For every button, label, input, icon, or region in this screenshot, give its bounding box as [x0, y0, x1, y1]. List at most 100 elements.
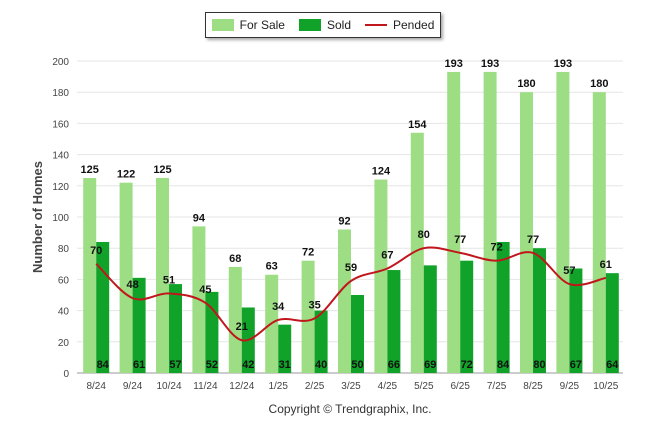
- data-label-for-sale: 193: [481, 58, 499, 70]
- data-label-pended: 77: [527, 234, 539, 246]
- bar-for-sale: [447, 71, 461, 374]
- bar-sold: [132, 277, 146, 373]
- bar-for-sale: [410, 132, 424, 373]
- bar-sold: [423, 265, 437, 373]
- x-tick-label: 1/25: [268, 381, 288, 392]
- data-label-pended: 80: [418, 229, 430, 241]
- legend-label-sold: Sold: [326, 18, 351, 32]
- data-label-sold: 67: [570, 359, 582, 371]
- bar-for-sale: [228, 266, 242, 373]
- legend-swatch-pended: [365, 24, 387, 26]
- data-label-pended: 51: [163, 274, 175, 286]
- bar-for-sale: [119, 182, 133, 373]
- data-label-sold: 66: [388, 359, 400, 371]
- data-label-pended: 67: [381, 249, 393, 261]
- data-label-sold: 42: [242, 359, 254, 371]
- bar-for-sale: [592, 92, 606, 373]
- bar-for-sale: [556, 71, 570, 374]
- legend-item-for-sale: For Sale: [211, 18, 285, 32]
- data-label-pended: 34: [272, 301, 285, 313]
- data-label-pended: 21: [236, 321, 248, 333]
- data-label-sold: 52: [206, 359, 218, 371]
- bar-sold: [569, 268, 583, 373]
- bar-sold: [314, 310, 328, 373]
- y-axis-label: Number of Homes: [30, 161, 45, 273]
- legend-swatch-for-sale: [211, 19, 234, 31]
- x-tick-label: 3/25: [341, 381, 361, 392]
- data-label-for-sale: 180: [590, 78, 608, 90]
- legend-label-for-sale: For Sale: [239, 18, 285, 32]
- legend-item-sold: Sold: [298, 18, 351, 32]
- legend: For Sale Sold Pended: [205, 12, 441, 38]
- y-tick-label: 120: [52, 182, 69, 193]
- data-label-for-sale: 180: [517, 78, 535, 90]
- data-label-sold: 64: [606, 359, 619, 371]
- bar-for-sale: [156, 178, 169, 373]
- bar-for-sale: [301, 260, 315, 373]
- legend-swatch-sold: [298, 19, 321, 31]
- data-label-sold: 80: [533, 359, 545, 371]
- bar-sold: [351, 295, 364, 373]
- y-tick-label: 0: [63, 369, 69, 380]
- data-label-for-sale: 125: [81, 164, 99, 176]
- x-tick-label: 11/24: [193, 381, 218, 392]
- x-tick-label: 8/24: [86, 381, 106, 392]
- data-label-sold: 84: [97, 359, 110, 371]
- data-label-for-sale: 122: [117, 169, 135, 181]
- data-label-pended: 57: [563, 265, 575, 277]
- data-label-pended: 70: [90, 245, 102, 257]
- x-tick-label: 9/25: [560, 381, 580, 392]
- y-tick-label: 180: [52, 88, 69, 99]
- bar-sold: [96, 241, 110, 373]
- data-label-for-sale: 125: [153, 164, 171, 176]
- data-label-pended: 48: [126, 279, 138, 291]
- data-label-pended: 45: [199, 284, 211, 296]
- data-label-sold: 72: [461, 359, 473, 371]
- bar-sold: [278, 324, 292, 373]
- data-label-sold: 57: [169, 359, 181, 371]
- x-tick-label: 9/24: [123, 381, 143, 392]
- data-label-sold: 84: [497, 359, 510, 371]
- x-tick-label: 8/25: [523, 381, 543, 392]
- x-tick-label: 6/25: [450, 381, 470, 392]
- data-label-pended: 61: [600, 259, 612, 271]
- y-tick-label: 80: [58, 244, 70, 255]
- data-label-for-sale: 68: [229, 253, 241, 265]
- x-tick-label: 4/25: [378, 381, 398, 392]
- data-label-pended: 72: [490, 242, 502, 254]
- legend-label-pended: Pended: [393, 18, 435, 32]
- x-tick-label: 5/25: [414, 381, 434, 392]
- bar-for-sale: [338, 229, 351, 373]
- data-label-for-sale: 193: [554, 58, 572, 70]
- data-label-for-sale: 63: [266, 261, 278, 273]
- data-label-for-sale: 72: [302, 247, 314, 259]
- data-label-pended: 59: [345, 262, 357, 274]
- bar-for-sale: [83, 178, 97, 373]
- data-label-for-sale: 154: [408, 119, 427, 131]
- y-tick-label: 160: [52, 119, 69, 130]
- bar-sold: [533, 248, 546, 373]
- data-label-for-sale: 92: [338, 215, 350, 227]
- copyright-text: Copyright © Trendgraphix, Inc.: [268, 402, 432, 416]
- bar-for-sale: [520, 92, 533, 373]
- x-tick-label: 10/24: [156, 381, 181, 392]
- x-tick-label: 10/25: [593, 381, 618, 392]
- data-label-sold: 31: [279, 359, 291, 371]
- y-tick-label: 200: [52, 57, 69, 68]
- bar-sold: [460, 260, 474, 373]
- bar-sold: [605, 273, 619, 373]
- data-label-pended: 77: [454, 234, 466, 246]
- x-tick-label: 2/25: [305, 381, 325, 392]
- data-label-sold: 69: [424, 359, 436, 371]
- bar-sold: [387, 270, 401, 373]
- bar-for-sale: [483, 71, 497, 374]
- x-tick-label: 12/24: [229, 381, 254, 392]
- data-label-sold: 61: [133, 359, 145, 371]
- y-tick-label: 40: [58, 307, 70, 318]
- data-label-sold: 50: [351, 359, 363, 371]
- data-label-sold: 40: [315, 359, 327, 371]
- pended-line: [95, 246, 607, 342]
- bar-sold: [496, 241, 510, 373]
- x-tick-label: 7/25: [487, 381, 507, 392]
